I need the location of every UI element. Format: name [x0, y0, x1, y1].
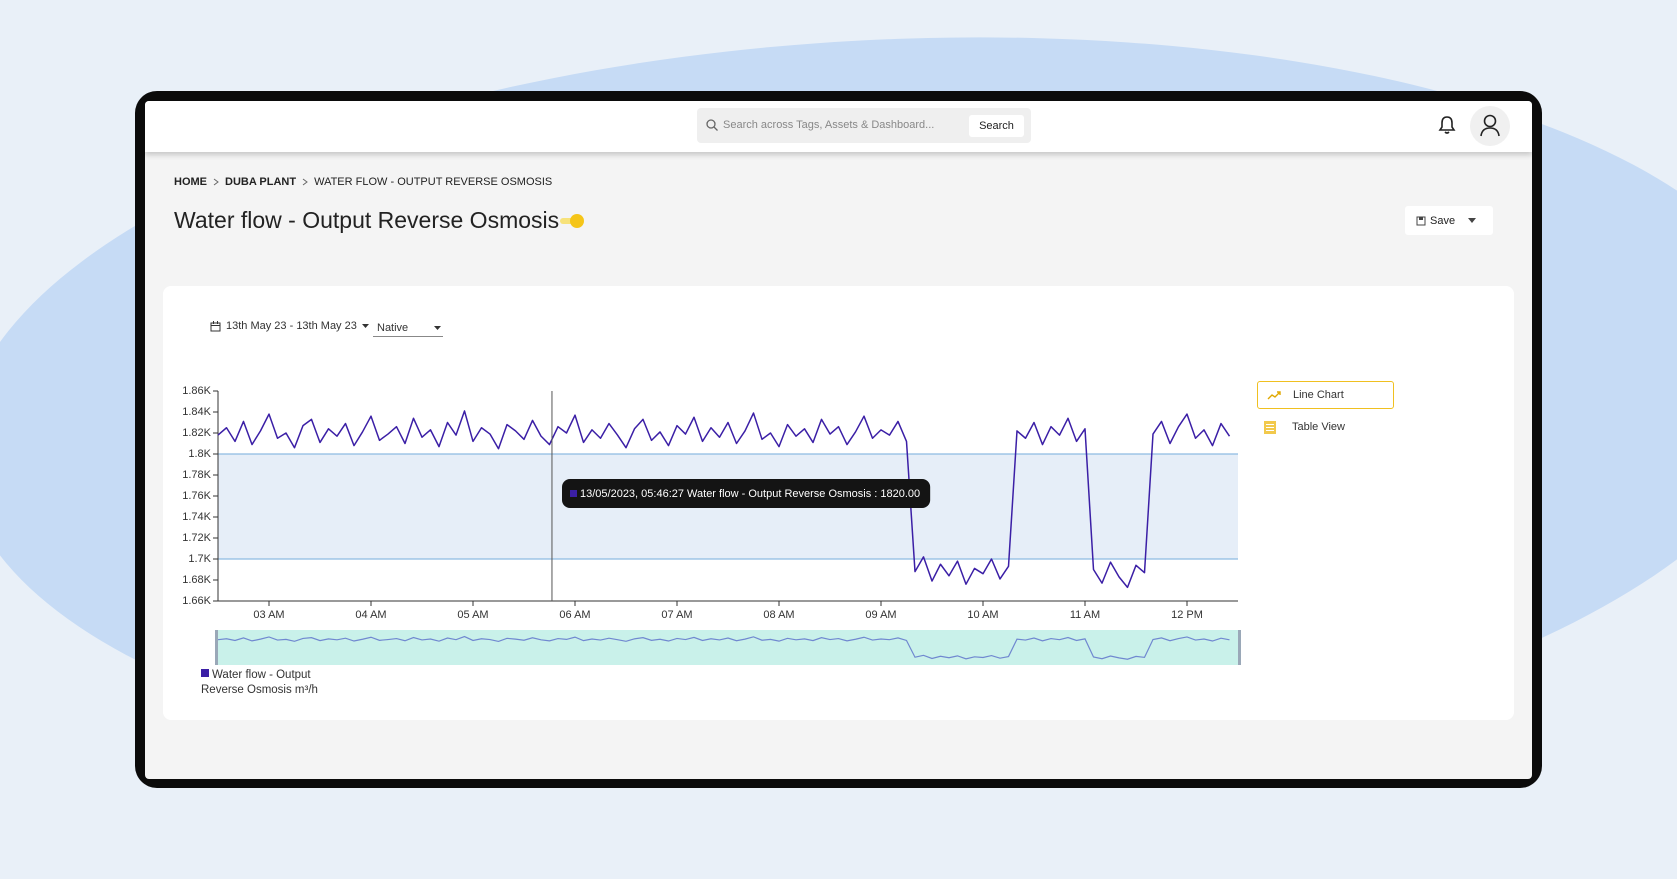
aggregation-select[interactable]: Native: [373, 320, 443, 337]
save-label: Save: [1430, 215, 1456, 227]
line-chart: 1.66K 1.68K 1.7K 1.72K 1.74K 1.76K 1.78K 1.8K 1.…: [182, 385, 1241, 665]
breadcrumb-current: WATER FLOW - OUTPUT REVERSE OSMOSIS: [314, 176, 553, 188]
y-tick-label: 1.78K: [182, 469, 211, 481]
search-button[interactable]: Search: [969, 115, 1024, 137]
view-label: Table View: [1292, 421, 1345, 433]
date-dropdown-caret: [361, 324, 369, 328]
table-icon: [1264, 420, 1276, 434]
y-tick-label: 1.66K: [182, 595, 211, 607]
tooltip-swatch: [570, 490, 577, 497]
navigator-line: [217, 635, 1230, 660]
select-caret: [434, 326, 441, 330]
y-tick-label: 1.8K: [188, 448, 211, 460]
date-range: 13th May 23 - 13th May 23: [226, 320, 357, 332]
page-title: Water flow - Output Reverse Osmosis: [174, 207, 560, 233]
navigator-handle: [215, 630, 218, 665]
y-tick-label: 1.86K: [182, 385, 211, 397]
navigator-handle: [1238, 630, 1241, 665]
data-line: [217, 410, 1231, 589]
navigator-window: [216, 630, 1240, 665]
x-tick-label: 06 AM: [559, 609, 590, 621]
search-placeholder: Search across Tags, Assets & Dashboard..…: [723, 119, 935, 131]
y-tick-label: 1.7K: [188, 553, 211, 565]
x-tick-label: 04 AM: [355, 609, 386, 621]
status-indicator: [560, 213, 585, 228]
x-tick-label: 08 AM: [763, 609, 794, 621]
y-tick-label: 1.76K: [182, 490, 211, 502]
legend-label: Water flow - Output Reverse Osmosis m³/h: [201, 669, 318, 696]
x-tick-label: 12 PM: [1171, 609, 1203, 621]
y-tick-label: 1.72K: [182, 532, 211, 544]
view-label: Line Chart: [1293, 389, 1344, 401]
y-tick-label: 1.68K: [182, 574, 211, 586]
x-tick-label: 10 AM: [967, 609, 998, 621]
chart-card: 13th May 23 - 13th May 23 Native 1.66K 1.…: [163, 286, 1514, 720]
date-range-picker[interactable]: 13th May 23 - 13th May 23: [210, 320, 369, 332]
breadcrumb: HOME DUBA PLANT WATER FLOW - OUTPUT REVE…: [174, 176, 552, 188]
breadcrumb-separator: [302, 178, 308, 186]
save-icon: [1416, 216, 1426, 226]
top-bar: Search across Tags, Assets & Dashboard..…: [145, 101, 1532, 152]
save-dropdown[interactable]: [1468, 218, 1476, 223]
y-tick-label: 1.82K: [182, 427, 211, 439]
view-option[interactable]: Table View: [1257, 413, 1394, 441]
tooltip-text: 13/05/2023, 05:46:27 Water flow - Output…: [580, 488, 920, 500]
view-option-selected[interactable]: Line Chart: [1257, 381, 1394, 409]
user-avatar[interactable]: [1469, 105, 1511, 147]
breadcrumb-separator: [213, 178, 219, 186]
x-tick-label: 05 AM: [457, 609, 488, 621]
legend-swatch: [201, 669, 209, 677]
tooltip-box: [562, 479, 931, 508]
breadcrumb-item[interactable]: HOME: [174, 176, 207, 188]
search-icon: [706, 119, 718, 131]
y-tick-label: 1.84K: [182, 406, 211, 418]
calendar-icon: [210, 320, 221, 331]
line-chart-icon: [1267, 391, 1281, 400]
notification-bell[interactable]: [1437, 115, 1457, 135]
breadcrumb-item[interactable]: DUBA PLANT: [225, 176, 297, 188]
tooltip: 13/05/2023, 05:46:27 Water flow - Output…: [562, 479, 931, 508]
app-screen: Search across Tags, Assets & Dashboard..…: [145, 101, 1532, 779]
x-tick-label: 03 AM: [253, 609, 284, 621]
page-title-row: Water flow - Output Reverse Osmosis: [174, 207, 587, 234]
x-tick-label: 07 AM: [661, 609, 692, 621]
y-tick-label: 1.74K: [182, 511, 211, 523]
x-tick-label: 09 AM: [865, 609, 896, 621]
aggregation-value: Native: [377, 322, 409, 334]
x-tick-label: 11 AM: [1070, 609, 1100, 621]
search-box[interactable]: Search across Tags, Assets & Dashboard..…: [697, 108, 1031, 143]
save-button[interactable]: Save: [1405, 206, 1493, 235]
legend[interactable]: Water flow - Output Reverse Osmosis m³/h: [201, 668, 351, 698]
